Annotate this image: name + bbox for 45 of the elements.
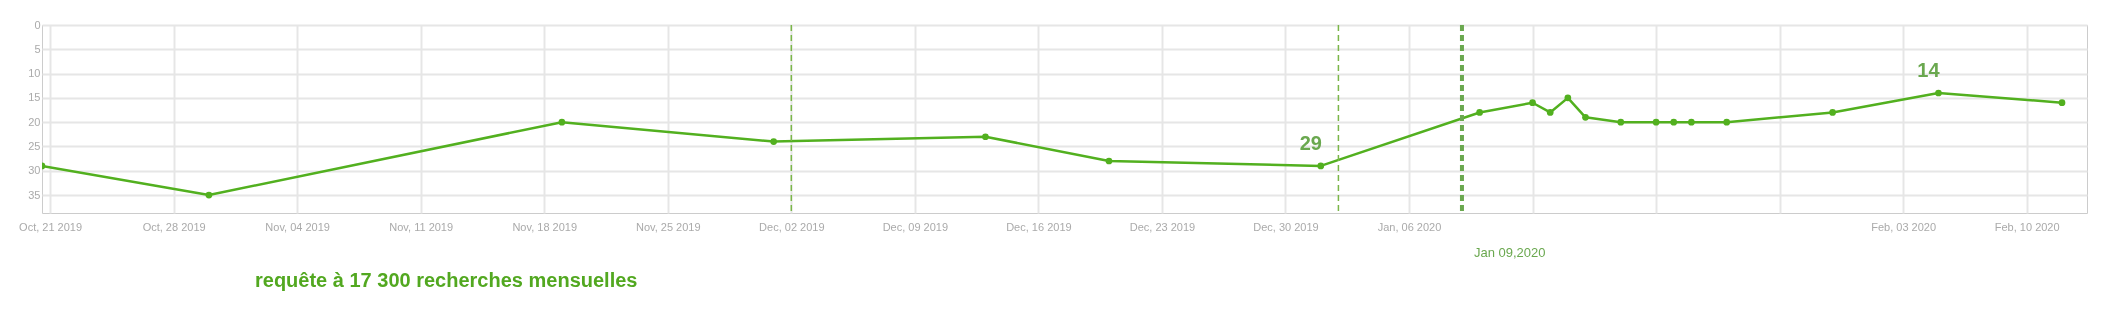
x-tick-label: Dec, 16 2019 [1006,220,1072,233]
point [1476,109,1483,116]
y-tick-label: 5 [34,42,41,55]
x-tick-label: Nov, 25 2019 [635,220,701,233]
ref-line-label: Jan 09,2020 [1473,245,1546,260]
x-tick-label: Dec, 23 2019 [1129,220,1196,233]
point [1317,162,1325,170]
y-tick-label: 35 [28,188,41,201]
x-tick-label: Jan, 06 2020 [1377,220,1442,233]
point [1723,118,1731,126]
point [205,191,213,199]
y-tick-label: 20 [28,115,41,128]
point [2058,99,2066,107]
text: requête à 17 300 recherches mensuelles [255,269,638,291]
point [1546,109,1554,116]
point [1670,118,1678,126]
data-label: 14 [1917,59,1941,82]
point [1688,118,1695,126]
x-tick-label: Nov, 18 2019 [512,220,578,233]
point [1529,99,1536,107]
x-tick-label: Oct, 28 2019 [142,220,206,233]
x-tick-label: Nov, 11 2019 [389,220,454,233]
point [1652,118,1660,126]
x-tick-label: Feb, 10 2020 [1994,220,2060,233]
y-tick-label: 25 [28,139,41,152]
x-tick-label: Nov, 04 2019 [265,220,330,233]
x-tick-label: Oct, 21 2019 [19,220,83,233]
data-label: 29 [1299,131,1322,154]
y-tick-label: 30 [28,164,41,177]
point [558,118,566,126]
y-tick-label: 0 [34,18,41,31]
point [1582,113,1589,121]
x-tick-label: Feb, 03 2020 [1871,220,1937,233]
point [1564,94,1572,102]
y-tick-label: 15 [28,91,41,104]
point [1829,109,1836,116]
x-tick-label: Dec, 02 2019 [759,220,825,233]
y-tick-label: 10 [28,67,41,80]
point [770,138,778,145]
x-tick-label: Dec, 30 2019 [1253,220,1319,233]
point [1105,157,1113,165]
point [1617,118,1625,126]
x-tick-label: Dec, 09 2019 [882,220,949,233]
point [1935,89,1942,97]
point [982,133,989,141]
